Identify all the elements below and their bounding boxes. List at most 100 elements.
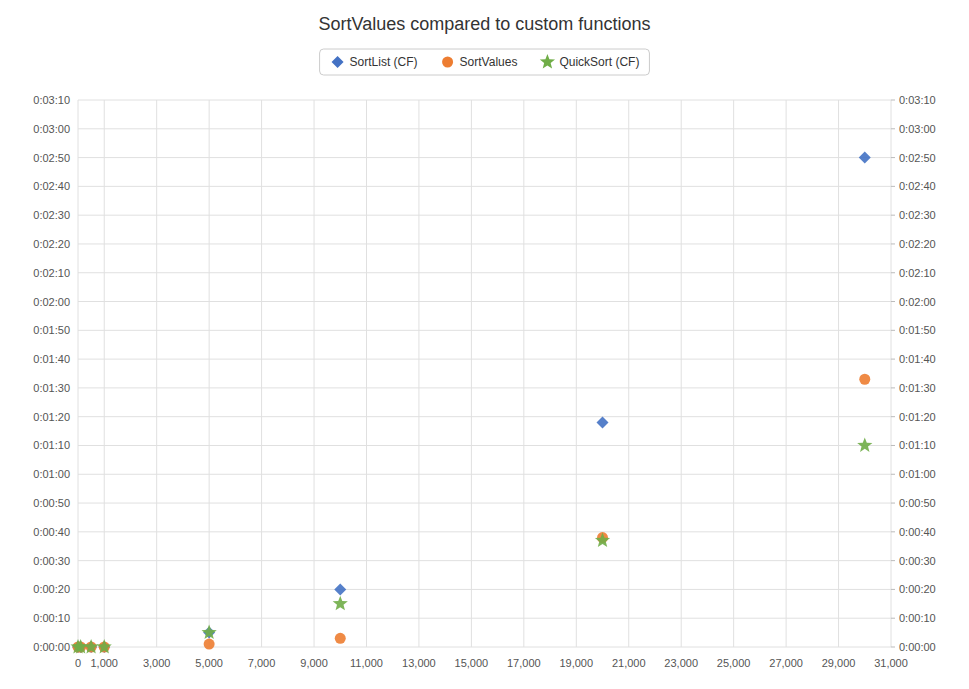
x-grid-line [576,100,577,647]
y-tick-label: 0:02:20 [33,238,70,250]
legend-marker [540,54,555,68]
y2-tick [891,647,895,648]
x-tick-label: 19,000 [559,657,593,669]
y-grid-line [78,416,891,417]
legend-label: QuickSort (CF) [559,55,639,69]
x-grid-line [628,100,629,647]
x-grid-line [78,100,79,647]
x-grid-line [681,100,682,647]
y2-tick [891,215,895,216]
y-tick-label: 0:00:50 [33,497,70,509]
x-tick-label: 0 [75,657,81,669]
y-tick-label: 0:03:00 [33,123,70,135]
title: SortValues compared to custom functions [319,14,651,34]
x-grid-line [523,100,524,647]
x-grid-line [733,100,734,647]
y-tick-label: 0:02:50 [33,152,70,164]
x-grid-line [314,100,315,647]
y-grid-line [78,589,891,590]
x-grid-line [418,100,419,647]
x-tick-label: 31,000 [874,657,908,669]
point [859,152,871,164]
y2-tick-label: 0:00:00 [899,641,936,653]
legend-box [320,49,650,75]
legend-marker [332,56,344,68]
y2-tick-label: 0:02:00 [899,296,936,308]
y-tick-label: 0:00:20 [33,583,70,595]
point [335,633,346,644]
y-grid-line [78,387,891,388]
y2-tick [891,100,895,101]
x-grid-line [261,100,262,647]
x-tick-label: 5,000 [195,657,223,669]
x-tick-label: 17,000 [507,657,541,669]
x-tick-label: 7,000 [248,657,276,669]
y-tick-label: 0:01:00 [33,468,70,480]
x-grid-line [838,100,839,647]
x-tick-label: 25,000 [717,657,751,669]
y-grid-line [78,128,891,129]
y2-tick-label: 0:01:20 [899,411,936,423]
y2-tick-label: 0:00:30 [899,555,936,567]
y2-tick-label: 0:00:10 [899,612,936,624]
legend: SortList (CF) SortValues QuickSort (CF) [320,49,650,75]
x-tick-label: 1,000 [90,657,118,669]
y2-tick-label: 0:02:40 [899,180,936,192]
y-tick-label: 0:00:30 [33,555,70,567]
y2-tick [891,445,895,446]
y-grid-line [78,618,891,619]
y2-tick-label: 0:02:10 [899,267,936,279]
legend-item: SortValues [442,55,517,69]
y2-tick-label: 0:01:30 [899,382,936,394]
y2-tick [891,589,895,590]
x-grid-line [209,100,210,647]
y2-tick-label: 0:00:40 [899,526,936,538]
y-tick-label: 0:01:40 [33,353,70,365]
x-grid-line [366,100,367,647]
y2-tick-label: 0:01:10 [899,439,936,451]
y-grid-line [78,243,891,244]
y-tick-label: 0:02:10 [33,267,70,279]
y2-tick [891,531,895,532]
x-tick-label: 23,000 [664,657,698,669]
series [70,437,872,653]
y2-tick-label: 0:03:00 [899,123,936,135]
legend-item: SortList (CF) [332,55,418,69]
y-grid-line [78,215,891,216]
y-grid-line [78,157,891,158]
y-tick-label: 0:00:10 [33,612,70,624]
x-tick-label: 11,000 [350,657,383,669]
y-grid-line [78,474,891,475]
y2-tick [891,186,895,187]
y-grid-line [78,445,891,446]
y-grid-line [78,560,891,561]
y-tick-label: 0:01:20 [33,411,70,423]
y2-tick-label: 0:00:50 [899,497,936,509]
x-tick-label: 9,000 [300,657,328,669]
y2-tick [891,618,895,619]
y2-tick [891,128,895,129]
y2-tick-label: 0:02:20 [899,238,936,250]
chart: SortValues compared to custom functions 0… [0,0,969,689]
y2-tick [891,474,895,475]
legend-item: QuickSort (CF) [540,54,640,69]
points [70,152,872,654]
y2-tick [891,560,895,561]
y-tick-label: 0:01:30 [33,382,70,394]
y-grid-line [78,647,891,648]
y2-tick-label: 0:01:50 [899,324,936,336]
point [857,437,872,451]
point [204,639,215,650]
y2-tick [891,503,895,504]
point [595,532,610,546]
point [334,583,346,595]
legend-label: SortValues [460,55,518,69]
grid [78,100,891,647]
y-grid-line [78,100,891,101]
y2-tick [891,243,895,244]
y2-tick [891,157,895,158]
y-tick-label: 0:00:40 [33,526,70,538]
legend-label: SortList (CF) [350,55,418,69]
point [859,374,870,385]
y2-tick [891,330,895,331]
